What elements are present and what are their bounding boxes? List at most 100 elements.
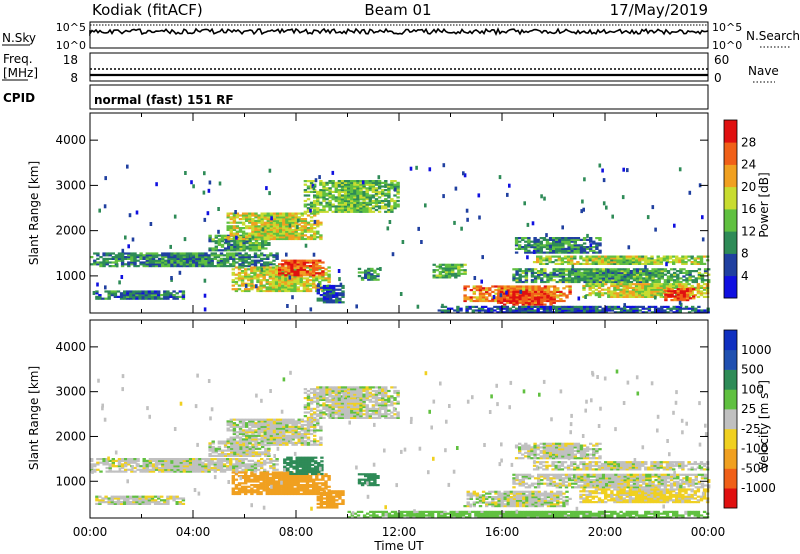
power-cell bbox=[579, 255, 583, 258]
power-cell bbox=[597, 295, 602, 298]
power-cell bbox=[460, 269, 464, 272]
power-cell bbox=[595, 271, 600, 274]
power-cell bbox=[256, 288, 260, 291]
power-cell bbox=[195, 265, 199, 268]
power-cell bbox=[116, 290, 121, 293]
vel-cell bbox=[198, 466, 202, 470]
power-cell bbox=[644, 295, 648, 298]
power-cell bbox=[240, 277, 245, 280]
power-cell bbox=[626, 270, 630, 273]
power-cell bbox=[521, 301, 525, 304]
vel-cell bbox=[232, 425, 237, 428]
power-cell bbox=[217, 249, 222, 252]
power-cell bbox=[371, 205, 376, 208]
power-cell bbox=[164, 254, 168, 257]
power-cell bbox=[219, 252, 224, 255]
power-cell bbox=[654, 275, 658, 278]
power-cell bbox=[214, 247, 218, 250]
power-cell bbox=[201, 256, 205, 259]
vel-cell bbox=[260, 443, 264, 446]
power-cell bbox=[457, 270, 461, 274]
power-cell bbox=[524, 246, 528, 249]
power-cell bbox=[141, 290, 145, 293]
power-cell bbox=[350, 199, 354, 203]
vel-cell bbox=[257, 432, 261, 436]
power-cell bbox=[282, 212, 286, 215]
vel-cell bbox=[257, 429, 261, 432]
power-cell bbox=[650, 283, 654, 286]
power-cell bbox=[487, 307, 491, 310]
power-cell bbox=[145, 257, 149, 260]
power-cell bbox=[586, 270, 590, 273]
power-cell bbox=[250, 259, 255, 262]
power-cell bbox=[294, 219, 298, 222]
power-cell bbox=[500, 287, 504, 290]
power-cell bbox=[548, 311, 553, 314]
power-cell bbox=[275, 212, 280, 215]
power-cell bbox=[285, 227, 289, 230]
power-cell bbox=[530, 244, 534, 247]
vel-cell bbox=[266, 434, 270, 437]
power-cell bbox=[329, 286, 333, 289]
vel-cell bbox=[181, 497, 186, 500]
power-cell bbox=[99, 263, 103, 266]
power-cell bbox=[299, 289, 303, 293]
power-cell bbox=[284, 284, 288, 287]
power-cell bbox=[304, 243, 308, 248]
power-cell bbox=[478, 298, 483, 301]
power-cell bbox=[290, 274, 294, 277]
vel-cell bbox=[241, 434, 246, 437]
power-cell bbox=[536, 251, 540, 254]
power-cell bbox=[563, 257, 568, 260]
power-cell bbox=[527, 242, 531, 245]
power-cell bbox=[573, 311, 577, 314]
power-cell bbox=[259, 266, 263, 269]
vel-cell bbox=[250, 465, 255, 468]
power-cell bbox=[313, 201, 317, 204]
power-cell bbox=[302, 259, 307, 262]
power-cell bbox=[696, 283, 701, 286]
power-cell bbox=[279, 212, 283, 215]
power-cell bbox=[499, 296, 504, 299]
power-cell bbox=[251, 227, 255, 230]
vel-cell bbox=[151, 468, 156, 471]
power-cell bbox=[279, 237, 283, 241]
power-cell bbox=[318, 259, 322, 262]
power-cell bbox=[316, 194, 320, 197]
power-cell bbox=[707, 273, 711, 276]
power-cell bbox=[147, 292, 152, 295]
power-cell bbox=[540, 296, 544, 299]
power-cell bbox=[521, 299, 525, 303]
power-cell bbox=[663, 309, 667, 312]
power-cell bbox=[664, 289, 668, 293]
power-cell bbox=[653, 262, 657, 265]
power-cell bbox=[290, 280, 294, 284]
vel-cell bbox=[188, 458, 193, 461]
power-cell bbox=[322, 185, 326, 188]
power-cell bbox=[170, 254, 174, 257]
power-cell bbox=[145, 265, 149, 268]
power-cell bbox=[309, 205, 314, 208]
power-cell bbox=[133, 265, 137, 268]
power-cell bbox=[268, 280, 273, 284]
power-cell bbox=[657, 275, 661, 278]
power-cell bbox=[253, 268, 257, 271]
power-cell bbox=[509, 285, 514, 288]
power-cell bbox=[594, 294, 599, 297]
vel-cell bbox=[233, 453, 237, 456]
power-cell bbox=[167, 259, 171, 262]
power-cell bbox=[472, 285, 476, 288]
power-cell bbox=[192, 256, 196, 259]
power-cell bbox=[552, 238, 556, 241]
power-cell bbox=[377, 180, 382, 183]
power-cell bbox=[281, 282, 285, 285]
power-cell bbox=[130, 263, 134, 266]
power-cell bbox=[491, 299, 495, 303]
power-cell bbox=[540, 279, 544, 282]
power-cell bbox=[245, 242, 249, 245]
power-cell bbox=[244, 268, 248, 271]
power-cell bbox=[577, 270, 581, 273]
power-cell bbox=[441, 263, 446, 266]
power-cell bbox=[305, 279, 310, 282]
power-cell bbox=[617, 268, 621, 271]
